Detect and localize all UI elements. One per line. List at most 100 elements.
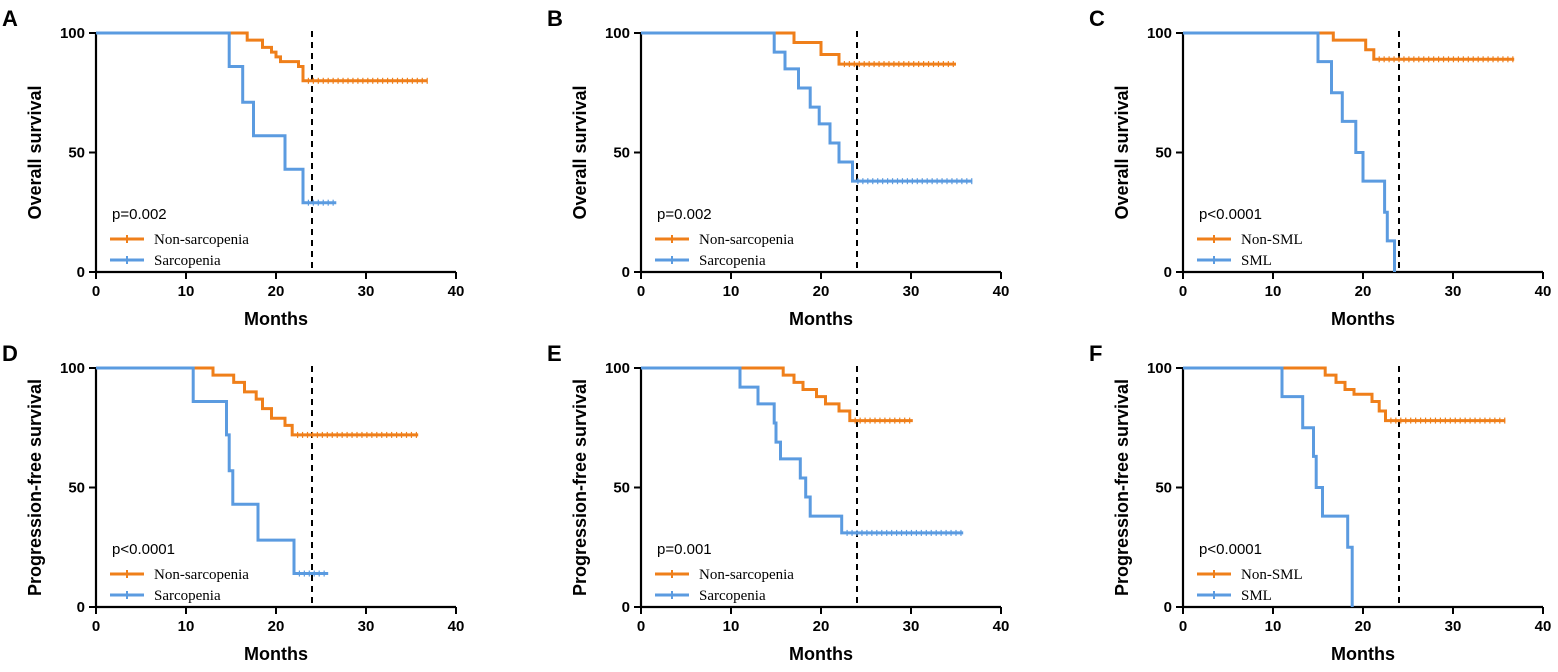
x-tick-label: 40	[993, 283, 1010, 300]
x-axis-label: Months	[244, 644, 308, 664]
p-value: p<0.0001	[1199, 206, 1262, 223]
panel-letter: E	[547, 341, 562, 366]
panel-a: A 0 50 100 0 10 20 30 40 Months Overall survival p=…	[2, 6, 464, 329]
y-tick-label: 50	[613, 145, 630, 162]
x-tick-label: 10	[1265, 283, 1282, 300]
y-tick-label: 50	[68, 145, 85, 162]
y-tick-label: 50	[68, 480, 85, 497]
y-axis-label: Overall survival	[570, 85, 590, 219]
x-tick-label: 20	[813, 618, 830, 635]
y-axis-label: Progression-free survival	[570, 379, 590, 596]
y-axis-label: Overall survival	[25, 85, 45, 219]
curve-non-sml	[1183, 31, 1515, 61]
x-tick-label: 30	[1445, 283, 1462, 300]
legend-label-non-sarcopenia: Non-sarcopenia	[699, 232, 794, 248]
panel-letter: D	[2, 341, 18, 366]
x-tick-label: 10	[178, 283, 195, 300]
p-value: p=0.002	[112, 206, 167, 223]
curve-non-sarcopenia	[96, 31, 428, 83]
y-tick-label: 100	[60, 360, 85, 377]
y-tick-label: 100	[60, 25, 85, 42]
x-axis-label: Months	[1331, 644, 1395, 664]
x-axis-label: Months	[244, 309, 308, 329]
x-tick-label: 10	[1265, 618, 1282, 635]
curve-sml	[1183, 31, 1396, 272]
x-tick-label: 0	[637, 618, 645, 635]
y-tick-label: 50	[613, 480, 630, 497]
x-tick-label: 0	[637, 283, 645, 300]
legend-label-non-sarcopenia: Non-sarcopenia	[699, 567, 794, 583]
y-tick-label: 100	[1147, 360, 1172, 377]
x-tick-label: 0	[1179, 283, 1187, 300]
x-tick-label: 40	[1535, 283, 1552, 300]
x-tick-label: 10	[723, 283, 740, 300]
y-tick-label: 0	[622, 599, 630, 616]
legend-label-non-sml: Non-SML	[1241, 567, 1303, 583]
x-tick-label: 0	[1179, 618, 1187, 635]
legend-label-non-sml: Non-SML	[1241, 232, 1303, 248]
panel-letter: C	[1089, 6, 1105, 31]
panel-letter: B	[547, 6, 563, 31]
y-tick-label: 0	[77, 599, 85, 616]
y-tick-label: 0	[1164, 264, 1172, 281]
x-tick-label: 30	[358, 618, 375, 635]
x-axis-label: Months	[1331, 309, 1395, 329]
panel-letter: F	[1089, 341, 1102, 366]
legend-label-sarcopenia: Sarcopenia	[154, 588, 221, 604]
y-axis-label: Progression-free survival	[1112, 379, 1132, 596]
y-tick-label: 0	[1164, 599, 1172, 616]
x-axis-label: Months	[789, 309, 853, 329]
x-tick-label: 40	[993, 618, 1010, 635]
x-axis-label: Months	[789, 644, 853, 664]
x-tick-label: 40	[448, 618, 465, 635]
y-tick-label: 100	[605, 25, 630, 42]
legend-label-sarcopenia: Sarcopenia	[699, 588, 766, 604]
x-tick-label: 30	[903, 283, 920, 300]
x-tick-label: 10	[723, 618, 740, 635]
curve-sarcopenia	[641, 31, 973, 183]
y-tick-label: 0	[77, 264, 85, 281]
p-value: p=0.001	[657, 541, 712, 558]
panel-letter: A	[2, 6, 18, 31]
curve-non-sarcopenia	[641, 366, 913, 423]
curve-sarcopenia	[96, 31, 337, 205]
curve-sarcopenia	[641, 366, 964, 535]
y-axis-label: Overall survival	[1112, 85, 1132, 219]
y-tick-label: 100	[1147, 25, 1172, 42]
x-tick-label: 30	[903, 618, 920, 635]
x-tick-label: 30	[358, 283, 375, 300]
x-tick-label: 20	[268, 283, 285, 300]
panel-d: D 0 50 100 0 10 20 30 40 Months Progression-free s…	[2, 341, 464, 664]
panel-f: F 0 50 100 0 10 20 30 40 Months Progression-free s…	[1089, 341, 1551, 664]
p-value: p<0.0001	[1199, 541, 1262, 558]
panel-c: C 0 50 100 0 10 20 30 40 Months Overall survival p<…	[1089, 6, 1551, 329]
panel-e: E 0 50 100 0 10 20 30 40 Months Progression-free s…	[547, 341, 1009, 664]
x-tick-label: 0	[92, 618, 100, 635]
x-tick-label: 0	[92, 283, 100, 300]
x-tick-label: 40	[448, 283, 465, 300]
legend-label-sarcopenia: Sarcopenia	[699, 253, 766, 269]
y-tick-label: 50	[1155, 145, 1172, 162]
curve-non-sarcopenia	[96, 366, 419, 437]
curve-sml	[1183, 366, 1354, 607]
curve-non-sarcopenia	[641, 31, 956, 66]
p-value: p=0.002	[657, 206, 712, 223]
panel-b: B 0 50 100 0 10 20 30 40 Months Overall survival p=…	[547, 6, 1009, 329]
legend-label-sml: SML	[1241, 588, 1272, 604]
curve-sarcopenia	[96, 366, 329, 576]
y-tick-label: 0	[622, 264, 630, 281]
x-tick-label: 20	[1355, 283, 1372, 300]
x-tick-label: 30	[1445, 618, 1462, 635]
x-tick-label: 40	[1535, 618, 1552, 635]
y-tick-label: 100	[605, 360, 630, 377]
y-tick-label: 50	[1155, 480, 1172, 497]
p-value: p<0.0001	[112, 541, 175, 558]
curve-non-sml	[1183, 366, 1506, 423]
legend-label-non-sarcopenia: Non-sarcopenia	[154, 232, 249, 248]
legend-label-sarcopenia: Sarcopenia	[154, 253, 221, 269]
x-tick-label: 20	[1355, 618, 1372, 635]
x-tick-label: 10	[178, 618, 195, 635]
legend-label-sml: SML	[1241, 253, 1272, 269]
x-tick-label: 20	[268, 618, 285, 635]
